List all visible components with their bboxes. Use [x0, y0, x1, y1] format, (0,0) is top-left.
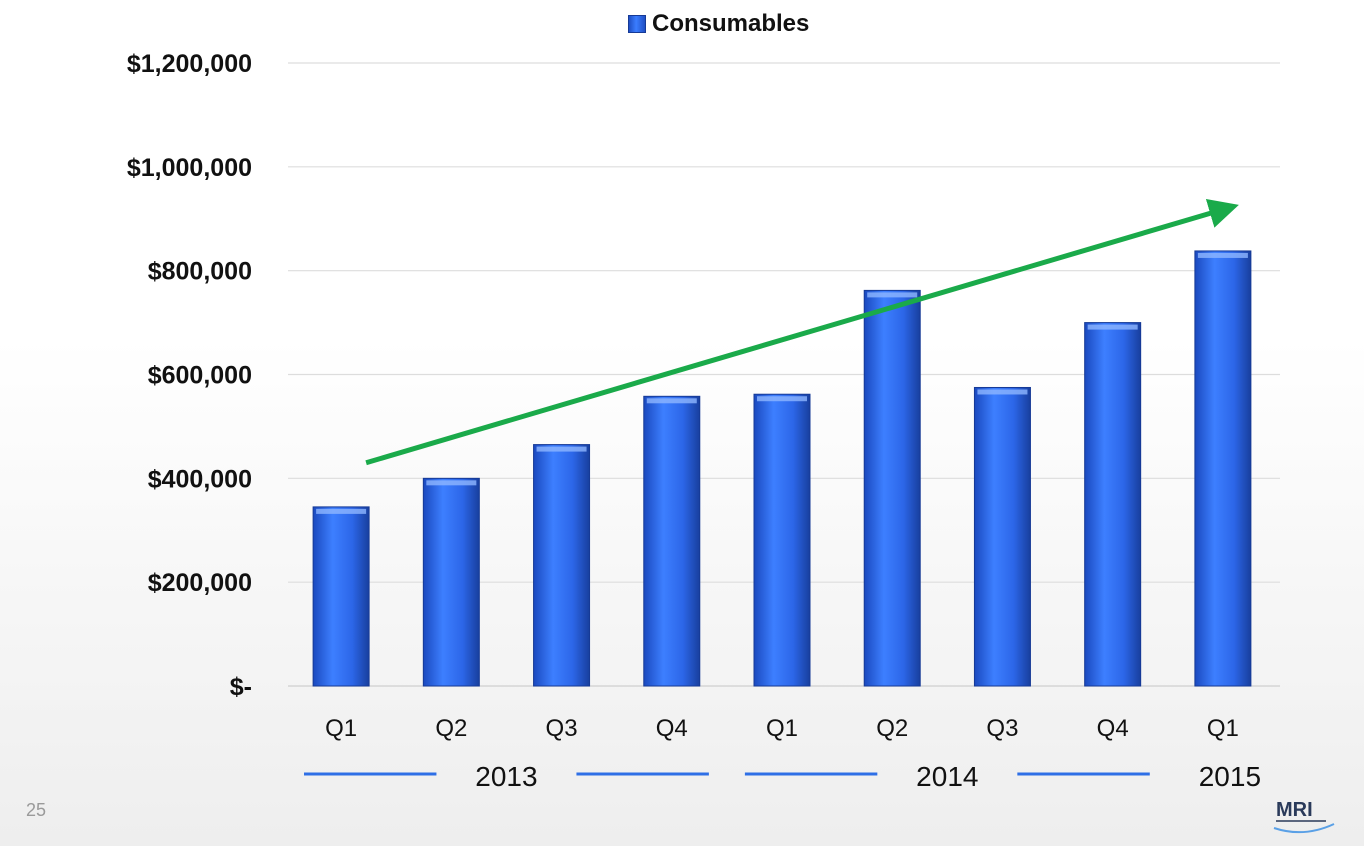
legend-label: Consumables — [652, 10, 810, 37]
bar-highlight — [536, 446, 587, 452]
x-tick-label: Q4 — [1097, 715, 1129, 742]
x-tick-label: Q1 — [325, 715, 357, 742]
bar — [312, 506, 370, 687]
year-label: 2014 — [916, 761, 978, 792]
bar — [863, 289, 921, 687]
y-tick-label: $200,000 — [148, 569, 252, 597]
legend: Consumables — [628, 10, 809, 38]
y-tick-label: $1,000,000 — [127, 154, 252, 182]
year-labels: 2013 2014 2015 — [304, 761, 1261, 792]
bar-highlight — [867, 292, 918, 298]
bar-highlight — [1087, 324, 1138, 330]
bar-highlight — [1197, 252, 1248, 258]
logo-text: MRI — [1276, 799, 1313, 821]
x-tick-label: Q2 — [435, 715, 467, 742]
bar-highlight — [426, 480, 477, 486]
x-axis-ticks: Q1 Q2 Q3 Q4 Q1 Q2 Q3 Q4 Q1 — [325, 715, 1239, 742]
trend-arrow — [365, 198, 1239, 466]
bar — [422, 477, 480, 687]
x-tick-label: Q3 — [546, 715, 578, 742]
bar-highlight — [757, 396, 807, 402]
y-tick-label: $1,200,000 — [127, 50, 252, 78]
bars — [312, 250, 1252, 687]
bar-highlight — [977, 389, 1028, 395]
y-tick-label: $600,000 — [148, 362, 252, 390]
year-label: 2013 — [475, 761, 537, 792]
x-tick-label: Q3 — [986, 715, 1018, 742]
y-tick-label: $800,000 — [148, 258, 252, 286]
x-tick-label: Q4 — [656, 715, 688, 742]
bar-highlight — [646, 398, 697, 404]
x-tick-label: Q1 — [766, 715, 798, 742]
y-tick-label: $- — [230, 673, 252, 701]
bar — [1084, 322, 1142, 687]
bar — [753, 393, 811, 687]
y-tick-label: $400,000 — [148, 465, 252, 493]
mri-logo-icon: MRI — [1273, 799, 1335, 834]
legend-swatch — [628, 15, 646, 33]
bar-highlight — [316, 508, 367, 514]
x-tick-label: Q1 — [1207, 715, 1239, 742]
bar — [643, 395, 701, 687]
page-number: 25 — [26, 800, 47, 820]
trend — [365, 198, 1239, 466]
x-tick-label: Q2 — [876, 715, 908, 742]
bar — [973, 386, 1031, 687]
bar — [1194, 250, 1252, 687]
bar — [533, 444, 591, 687]
year-label: 2015 — [1199, 761, 1261, 792]
y-axis-ticks: $- $200,000 $400,000 $600,000 $800,000 $1,000… — [127, 50, 252, 701]
